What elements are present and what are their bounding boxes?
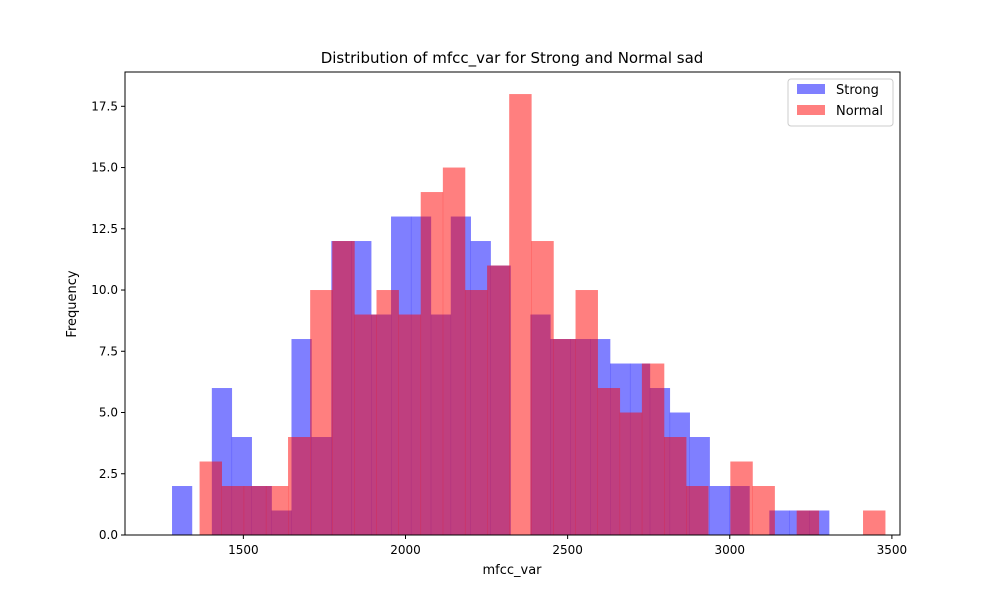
y-axis-label: Frequency [65, 270, 80, 337]
strong-bar-27 [709, 486, 730, 535]
normal-bar-24 [730, 461, 753, 535]
x-axis-label: mfcc_var [482, 563, 542, 578]
legend-label-normal: Normal [836, 104, 883, 119]
strong-bar-0 [172, 486, 193, 535]
legend: Strong Normal [787, 78, 894, 127]
y-tick-label: 2.5 [99, 467, 118, 481]
y-tick-label: 5.0 [99, 406, 118, 420]
x-tick-label: 1500 [228, 543, 259, 557]
legend-swatch-normal [797, 105, 825, 115]
normal-bar-11 [442, 167, 466, 536]
normal-bar-1 [221, 486, 245, 535]
normal-bar-14 [509, 94, 532, 536]
normal-bar-10 [420, 192, 444, 536]
normal-bar-7 [354, 314, 377, 535]
x-axis-ticks: 1500 2000 2500 3000 3500 [228, 535, 907, 557]
y-tick-label: 15.0 [91, 161, 118, 175]
normal-bar-16 [553, 339, 576, 535]
normal-bar-19 [619, 412, 643, 535]
normal-bar-17 [575, 290, 598, 535]
y-tick-label: 10.0 [91, 283, 118, 297]
normal-bar-18 [597, 388, 621, 535]
y-axis-ticks: 0.0 2.5 5.0 7.5 10.0 12.5 15.0 17.5 [91, 99, 125, 542]
normal-bar-0 [199, 461, 222, 535]
normal-bar-6 [332, 241, 355, 535]
normal-bar-3 [265, 486, 289, 535]
normal-bar-27 [796, 510, 820, 535]
normal-bar-8 [376, 290, 399, 535]
normal-bar-15 [531, 241, 554, 535]
x-tick-label: 2500 [552, 543, 583, 557]
normal-bar-12 [464, 290, 488, 535]
x-tick-label: 2000 [390, 543, 421, 557]
legend-label-strong: Strong [836, 83, 879, 98]
normal-bar-20 [641, 363, 665, 535]
normal-bar-5 [310, 290, 333, 535]
normal-bar-22 [686, 486, 709, 535]
normal-bar-9 [398, 314, 422, 535]
y-tick-label: 0.0 [99, 528, 118, 542]
chart-title: Distribution of mfcc_var for Strong and … [321, 49, 704, 68]
y-tick-label: 12.5 [91, 222, 118, 236]
normal-bar-2 [243, 486, 267, 535]
normal-bar-13 [487, 265, 510, 535]
legend-swatch-strong [797, 84, 825, 94]
normal-bar-4 [288, 437, 311, 535]
normal-series-bars [199, 94, 886, 536]
x-tick-label: 3500 [877, 543, 908, 557]
normal-bar-25 [752, 486, 775, 535]
normal-bar-30 [863, 510, 886, 535]
y-tick-label: 17.5 [91, 99, 118, 113]
y-tick-label: 7.5 [99, 344, 118, 358]
normal-bar-21 [664, 437, 687, 535]
plot-area-frame [124, 71, 901, 536]
x-tick-label: 3000 [714, 543, 745, 557]
